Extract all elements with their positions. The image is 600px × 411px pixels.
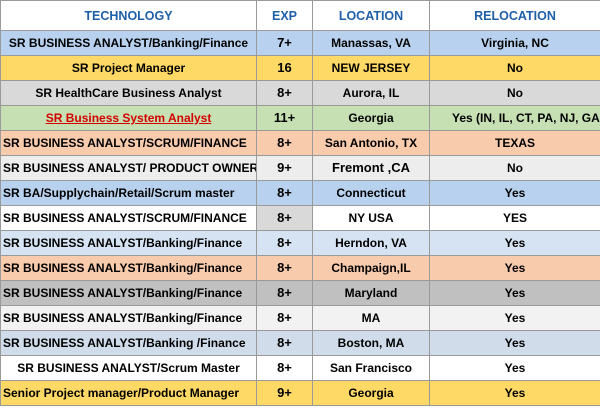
- cell-technology-link[interactable]: SR Business System Analyst: [0, 105, 257, 131]
- table-row: SR BUSINESS ANALYST/Banking /Finance 8+ …: [0, 330, 600, 356]
- header-exp: EXP: [256, 0, 313, 31]
- cell-location: Georgia: [312, 380, 430, 406]
- cell-exp: 8+: [256, 255, 313, 281]
- cell-relocation: Virginia, NC: [429, 30, 600, 56]
- cell-technology: SR BUSINESS ANALYST/Scrum Master: [0, 355, 257, 381]
- cell-relocation: No: [429, 55, 600, 81]
- cell-relocation: Yes: [429, 330, 600, 356]
- cell-technology: SR BUSINESS ANALYST/SCRUM/FINANCE: [0, 130, 257, 156]
- cell-exp: 7+: [256, 30, 313, 56]
- cell-technology: SR BUSINESS ANALYST/Banking/Finance: [0, 280, 257, 306]
- table-row: SR BUSINESS ANALYST/Scrum Master 8+ San …: [0, 355, 600, 381]
- cell-relocation: YES: [429, 205, 600, 231]
- cell-technology: SR BUSINESS ANALYST/Banking/Finance: [0, 30, 257, 56]
- cell-exp: 8+: [256, 355, 313, 381]
- cell-technology: SR HealthCare Business Analyst: [0, 80, 257, 106]
- cell-technology: SR BUSINESS ANALYST/Banking/Finance: [0, 255, 257, 281]
- cell-location: MA: [312, 305, 430, 331]
- table-row: SR BUSINESS ANALYST/ PRODUCT OWNER 9+ Fr…: [0, 155, 600, 181]
- cell-location: Georgia: [312, 105, 430, 131]
- cell-location: Herndon, VA: [312, 230, 430, 256]
- cell-relocation: Yes: [429, 305, 600, 331]
- cell-technology: SR BUSINESS ANALYST/ PRODUCT OWNER: [0, 155, 257, 181]
- cell-technology: SR BUSINESS ANALYST/Banking/Finance: [0, 305, 257, 331]
- cell-location: NEW JERSEY: [312, 55, 430, 81]
- cell-exp: 9+: [256, 155, 313, 181]
- cell-location: Connecticut: [312, 180, 430, 206]
- cell-technology: SR BUSINESS ANALYST/Banking /Finance: [0, 330, 257, 356]
- cell-exp: 8+: [256, 130, 313, 156]
- table-row: Senior Project manager/Product Manager 9…: [0, 380, 600, 406]
- cell-exp: 8+: [256, 180, 313, 206]
- cell-exp: 9+: [256, 380, 313, 406]
- table-row: SR BUSINESS ANALYST/Banking/Finance 8+ M…: [0, 305, 600, 331]
- cell-relocation: No: [429, 155, 600, 181]
- table-row: SR BUSINESS ANALYST/SCRUM/FINANCE 8+ San…: [0, 130, 600, 156]
- cell-location: San Francisco: [312, 355, 430, 381]
- cell-location: San Antonio, TX: [312, 130, 430, 156]
- cell-relocation: No: [429, 80, 600, 106]
- cell-relocation: Yes: [429, 180, 600, 206]
- cell-exp: 8+: [256, 205, 313, 231]
- cell-location: Aurora, IL: [312, 80, 430, 106]
- table-row: SR BA/Supplychain/Retail/Scrum master 8+…: [0, 180, 600, 206]
- cell-exp: 8+: [256, 230, 313, 256]
- table-row: SR Business System Analyst 11+ Georgia Y…: [0, 105, 600, 131]
- cell-technology: SR Project Manager: [0, 55, 257, 81]
- cell-exp: 8+: [256, 330, 313, 356]
- cell-location: Boston, MA: [312, 330, 430, 356]
- table-row: SR BUSINESS ANALYST/SCRUM/FINANCE 8+ NY …: [0, 205, 600, 231]
- table-row: SR HealthCare Business Analyst 8+ Aurora…: [0, 80, 600, 106]
- cell-relocation: Yes (IN, IL, CT, PA, NJ, GA): [429, 105, 600, 131]
- header-technology: TECHNOLOGY: [0, 0, 257, 31]
- cell-exp: 8+: [256, 305, 313, 331]
- cell-relocation: TEXAS: [429, 130, 600, 156]
- table-row: SR BUSINESS ANALYST/Banking/Finance 8+ H…: [0, 230, 600, 256]
- header-row: TECHNOLOGY EXP LOCATION RELOCATION: [0, 0, 600, 31]
- cell-relocation: Yes: [429, 380, 600, 406]
- table-row: SR BUSINESS ANALYST/Banking/Finance 8+ M…: [0, 280, 600, 306]
- table-row: SR BUSINESS ANALYST/Banking/Finance 8+ C…: [0, 255, 600, 281]
- cell-location: Champaign,IL: [312, 255, 430, 281]
- cell-relocation: Yes: [429, 355, 600, 381]
- cell-technology: SR BA/Supplychain/Retail/Scrum master: [0, 180, 257, 206]
- header-location: LOCATION: [312, 0, 430, 31]
- cell-location: Maryland: [312, 280, 430, 306]
- cell-location: Manassas, VA: [312, 30, 430, 56]
- table-row: SR Project Manager 16 NEW JERSEY No: [0, 55, 600, 81]
- cell-relocation: Yes: [429, 230, 600, 256]
- cell-exp: 8+: [256, 80, 313, 106]
- header-relocation: RELOCATION: [429, 0, 600, 31]
- table-row: SR BUSINESS ANALYST/Banking/Finance 7+ M…: [0, 30, 600, 56]
- cell-exp: 16: [256, 55, 313, 81]
- cell-technology: SR BUSINESS ANALYST/Banking/Finance: [0, 230, 257, 256]
- cell-relocation: Yes: [429, 255, 600, 281]
- cell-location: Fremont ,CA: [312, 155, 430, 181]
- cell-exp: 11+: [256, 105, 313, 131]
- cell-relocation: Yes: [429, 280, 600, 306]
- cell-technology: SR BUSINESS ANALYST/SCRUM/FINANCE: [0, 205, 257, 231]
- cell-location: NY USA: [312, 205, 430, 231]
- cell-technology: Senior Project manager/Product Manager: [0, 380, 257, 406]
- cell-exp: 8+: [256, 280, 313, 306]
